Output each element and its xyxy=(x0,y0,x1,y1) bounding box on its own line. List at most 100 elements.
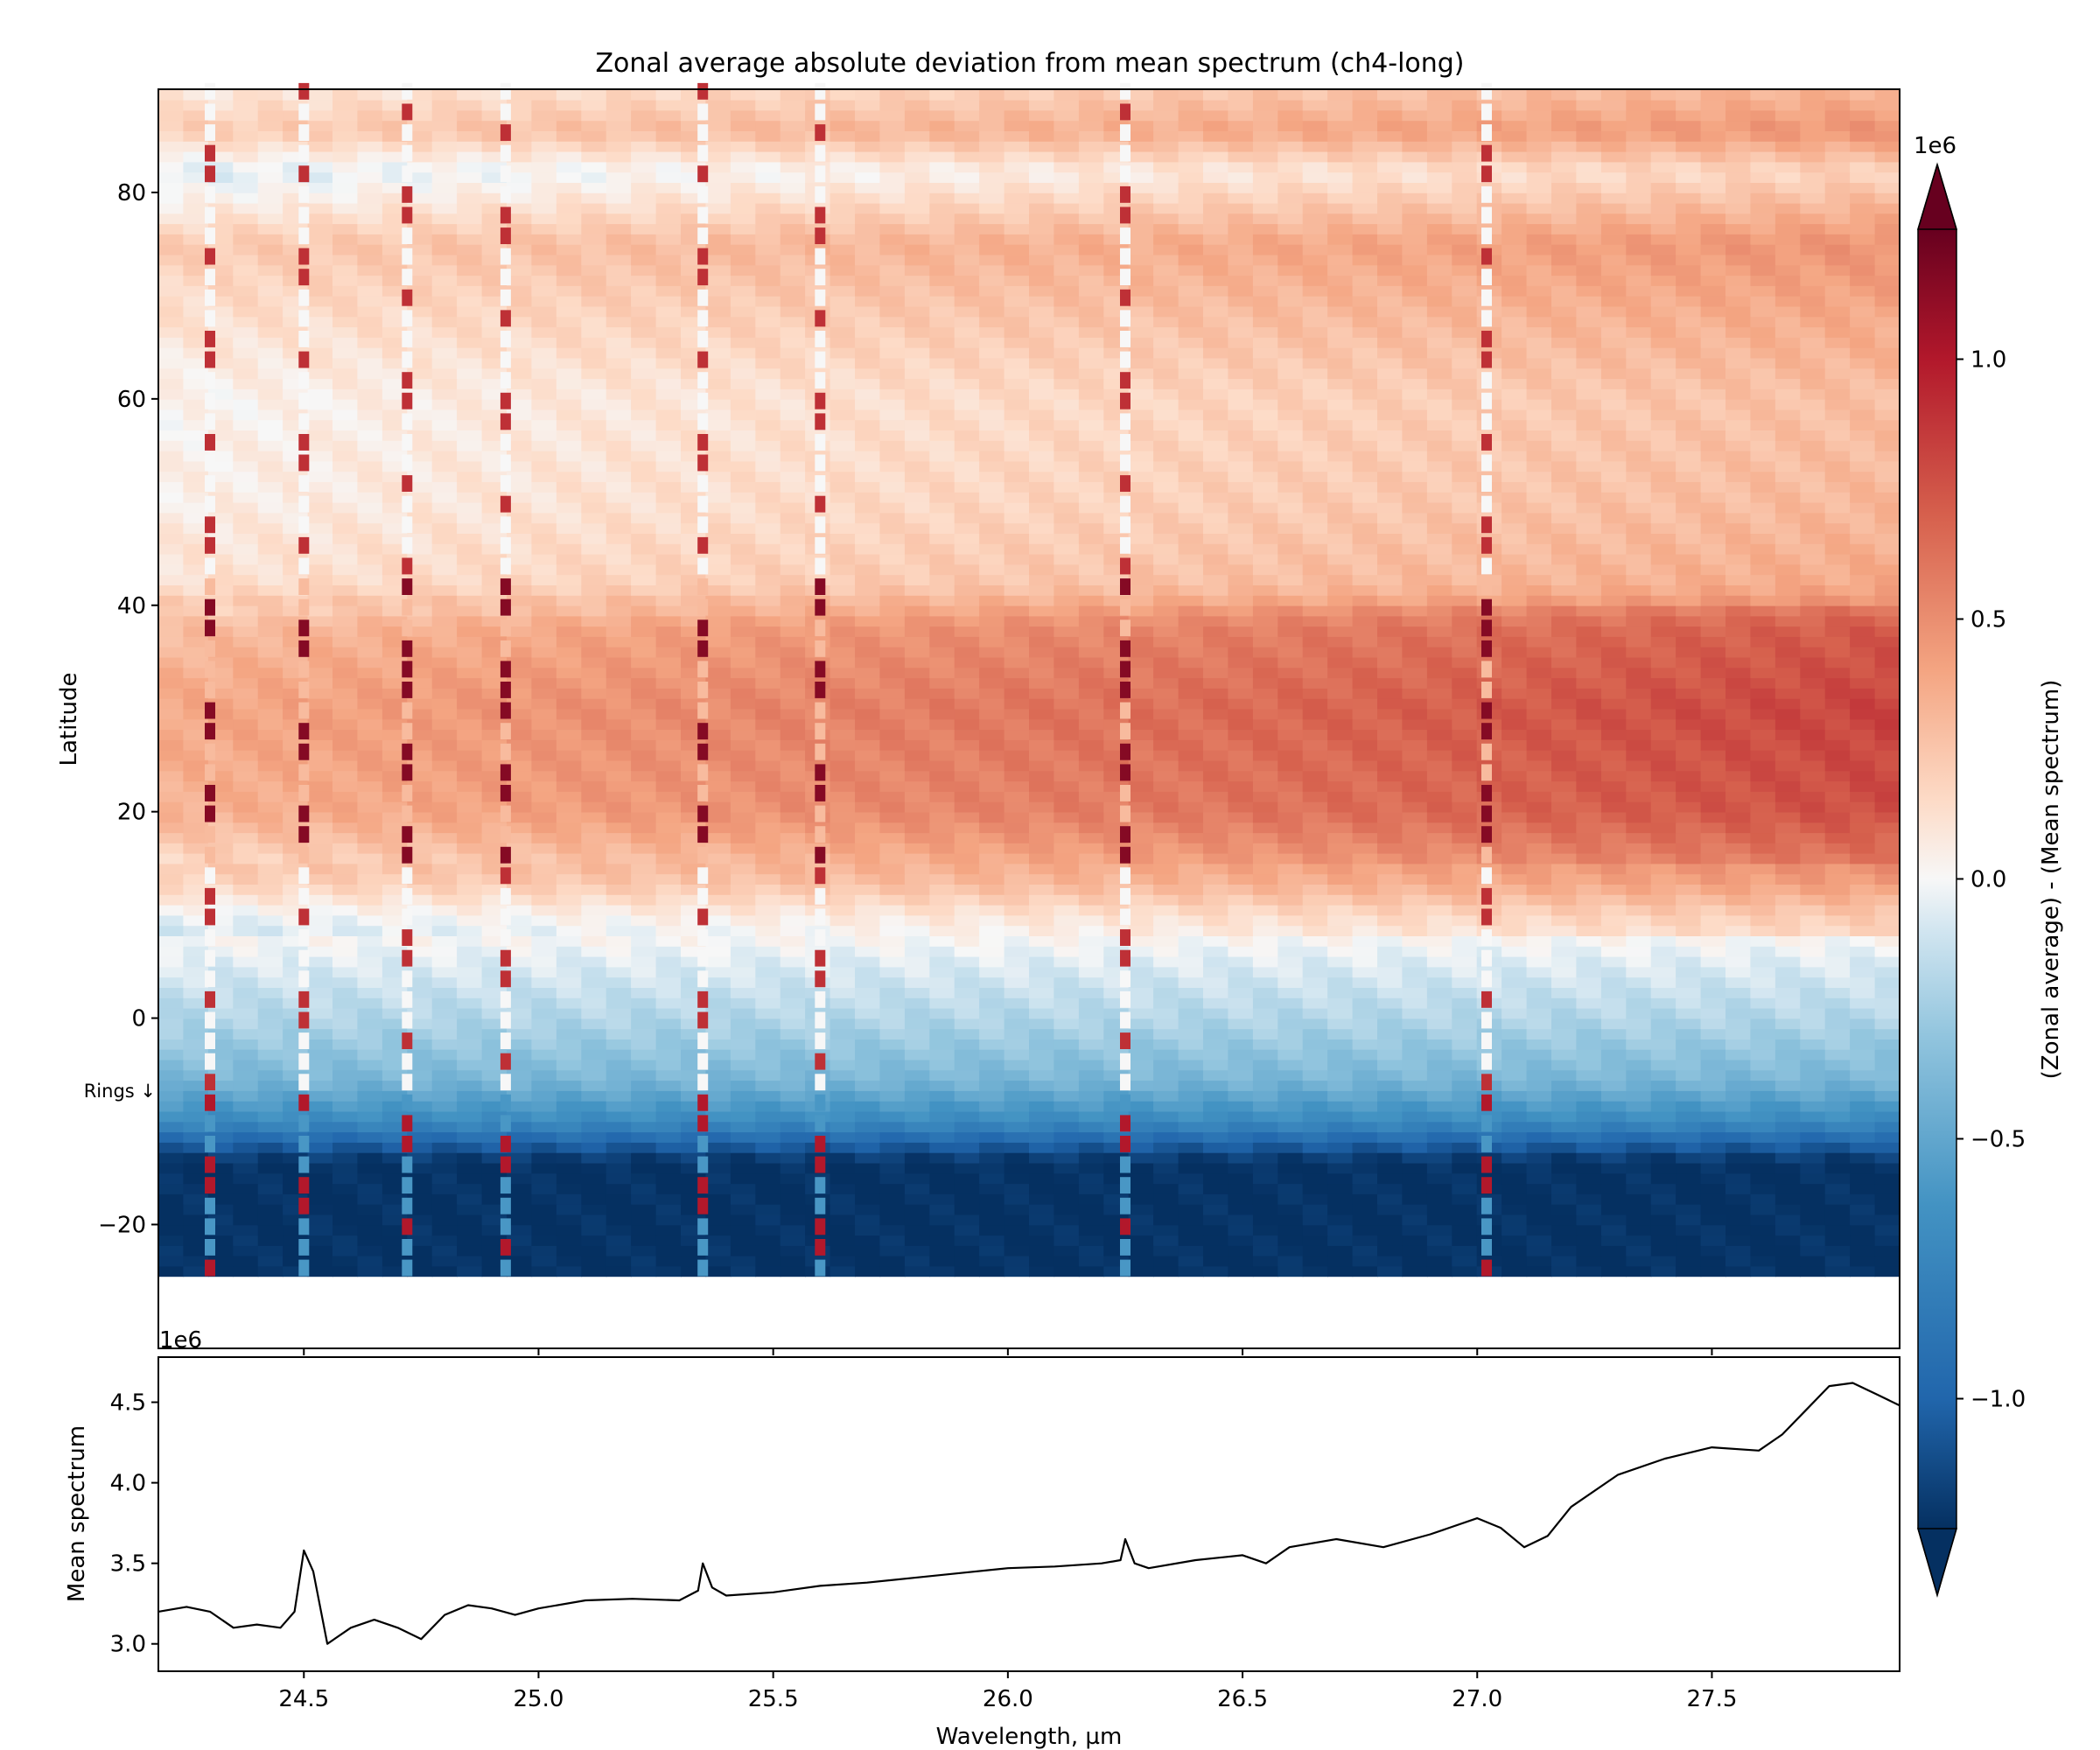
heatmap-cell xyxy=(1774,626,1802,637)
heatmap-cell xyxy=(631,1007,657,1019)
heatmap-cell xyxy=(1153,729,1180,740)
heatmap-cell xyxy=(457,1172,483,1185)
heatmap-cell xyxy=(1576,780,1602,792)
heatmap-cell xyxy=(1128,626,1154,637)
heatmap-cell xyxy=(1750,749,1776,761)
heatmap-cell xyxy=(780,1224,806,1236)
heatmap-cell xyxy=(407,708,433,720)
heatmap-cell xyxy=(1377,925,1404,936)
heatmap-cell xyxy=(879,697,906,710)
heatmap-cell xyxy=(929,956,956,968)
heatmap-cell xyxy=(730,770,757,782)
heatmap-cell xyxy=(1452,925,1478,936)
heatmap-cell xyxy=(581,708,607,720)
heatmap-cell xyxy=(1302,791,1328,802)
heatmap-cell xyxy=(1402,688,1428,699)
heatmap-cell xyxy=(431,595,458,606)
heatmap-cell xyxy=(655,677,682,689)
heatmap-cell xyxy=(780,998,806,1009)
heatmap-cell xyxy=(655,987,682,998)
heatmap-cell xyxy=(1551,843,1578,854)
heatmap-cell xyxy=(1252,1080,1279,1091)
heatmap-cell xyxy=(1377,852,1404,864)
heatmap-cell xyxy=(1824,760,1851,772)
heatmap-cell xyxy=(780,904,806,916)
heatmap-cell xyxy=(979,677,1005,689)
heatmap-cell xyxy=(954,543,980,555)
heatmap-cell xyxy=(1377,976,1404,988)
heatmap-cell xyxy=(1452,1007,1478,1019)
heatmap-cell xyxy=(357,595,383,606)
heatmap-cell xyxy=(1626,914,1652,927)
heatmap-cell xyxy=(1874,1194,1900,1205)
heatmap-cell xyxy=(1004,966,1030,978)
heatmap-cell xyxy=(1252,636,1279,648)
heatmap-cell xyxy=(954,564,980,576)
heatmap-cell xyxy=(780,553,806,565)
heatmap-cell xyxy=(1178,1255,1204,1267)
heatmap-cell xyxy=(1178,832,1204,844)
heatmap-cell xyxy=(158,1059,185,1071)
heatmap-cell xyxy=(1800,677,1826,689)
heatmap-cell xyxy=(1078,1039,1105,1050)
heatmap-cell xyxy=(631,1194,657,1205)
heatmap-cell xyxy=(158,636,185,648)
heatmap-cell xyxy=(407,1245,433,1256)
heatmap-cell xyxy=(979,708,1005,720)
heatmap-cell xyxy=(631,1110,657,1123)
heatmap-cell xyxy=(1726,904,1752,916)
heatmap-cell xyxy=(879,760,906,772)
heatmap-cell xyxy=(1426,1069,1453,1082)
heatmap-cell xyxy=(233,697,259,710)
heatmap-cell xyxy=(531,1007,557,1019)
heatmap-cell xyxy=(730,533,757,544)
heatmap-cell xyxy=(1377,646,1404,658)
heatmap-cell xyxy=(1726,677,1752,689)
heatmap-cell xyxy=(780,595,806,606)
heatmap-cell xyxy=(1824,688,1851,699)
heatmap-cell xyxy=(631,574,657,585)
heatmap-cell xyxy=(581,925,607,936)
heatmap-cell xyxy=(382,636,409,648)
heatmap-cell xyxy=(954,667,980,679)
heatmap-cell xyxy=(1153,1183,1180,1194)
heatmap-cell xyxy=(382,822,409,834)
heatmap-cell xyxy=(1850,574,1876,585)
heatmap-cell xyxy=(407,677,433,689)
heatmap-cell xyxy=(1726,760,1752,772)
heatmap-cell xyxy=(830,656,856,668)
heatmap-cell xyxy=(1203,1214,1229,1226)
heatmap-cell xyxy=(332,987,359,998)
heatmap-cell xyxy=(1452,718,1478,731)
heatmap-cell xyxy=(1228,811,1254,823)
heatmap-cell xyxy=(1402,1069,1428,1082)
heatmap-cell xyxy=(655,873,682,885)
heatmap-cell xyxy=(655,574,682,585)
heatmap-cell xyxy=(1800,1214,1826,1226)
heatmap-cell xyxy=(855,976,881,988)
heatmap-cell xyxy=(507,914,533,927)
heatmap-cell xyxy=(183,626,209,637)
heatmap-cell xyxy=(1327,770,1354,782)
heatmap-cell xyxy=(830,615,856,627)
heatmap-cell xyxy=(1278,697,1304,710)
heatmap-cell xyxy=(1626,749,1652,761)
heatmap-cell xyxy=(730,811,757,823)
heatmap-cell xyxy=(332,791,359,802)
heatmap-cell xyxy=(954,935,980,947)
heatmap-cell xyxy=(954,584,980,596)
heatmap-cell xyxy=(904,801,931,813)
heatmap-cell xyxy=(1004,1121,1030,1133)
heatmap-cell xyxy=(1078,801,1105,813)
heatmap-cell xyxy=(1228,904,1254,916)
heatmap-cell xyxy=(979,822,1005,834)
heatmap-cell xyxy=(705,843,732,854)
heatmap-cell xyxy=(1029,1131,1055,1143)
heatmap-cell xyxy=(954,626,980,637)
heatmap-cell xyxy=(655,605,682,617)
heatmap-cell xyxy=(1750,780,1776,792)
heatmap-cell xyxy=(1029,739,1055,751)
heatmap-cell xyxy=(257,1255,284,1267)
heatmap-cell xyxy=(1526,739,1552,751)
heatmap-cell xyxy=(1278,677,1304,689)
